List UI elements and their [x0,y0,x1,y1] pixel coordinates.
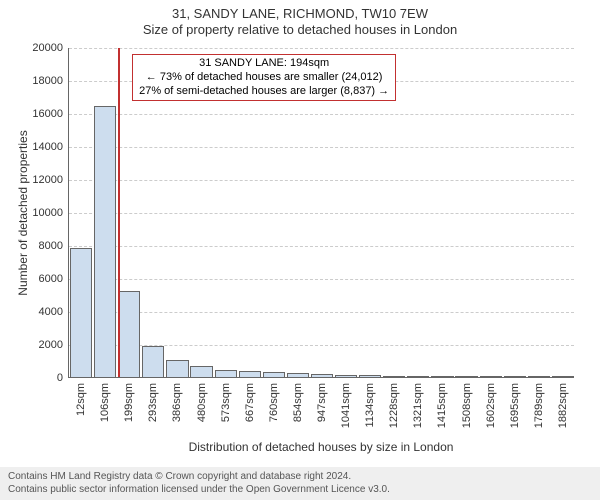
x-tick-label: 760sqm [268,383,280,422]
chart-title-line2: Size of property relative to detached ho… [0,22,600,38]
histogram-bar [431,376,453,377]
y-tick-label: 14000 [32,141,63,153]
x-tick-label: 293sqm [147,383,159,422]
x-tick-label: 854sqm [292,383,304,422]
footer-line2: Contains public sector information licen… [8,484,592,497]
x-tick-label: 199sqm [123,383,135,422]
x-tick-label: 667sqm [244,383,256,422]
histogram-bar [311,374,333,377]
x-tick-label: 12sqm [75,383,87,416]
histogram-bar [239,371,261,377]
gridline [69,48,574,49]
gridline [69,279,574,280]
y-tick-label: 6000 [39,273,63,285]
gridline [69,213,574,214]
histogram-bar [118,291,140,377]
x-tick-label: 1508sqm [461,383,473,428]
x-tick-label: 1415sqm [436,383,448,428]
histogram-bar [504,376,526,377]
histogram-bar [407,376,429,377]
x-tick-label: 947sqm [316,383,328,422]
y-tick-label: 12000 [32,174,63,186]
chart-title-line1: 31, SANDY LANE, RICHMOND, TW10 7EW [0,6,600,22]
x-axis-label: Distribution of detached houses by size … [68,440,574,454]
y-tick-label: 4000 [39,306,63,318]
annotation-line: 27% of semi-detached houses are larger (… [139,85,389,99]
histogram-bar [528,376,550,377]
histogram-bar [142,346,164,377]
annotation-line: ← 73% of detached houses are smaller (24… [139,71,389,85]
x-tick-label: 1882sqm [557,383,569,428]
histogram-bar [335,375,357,377]
x-tick-label: 1789sqm [533,383,545,428]
gridline [69,312,574,313]
x-tick-label: 386sqm [171,383,183,422]
histogram-bar [263,372,285,377]
histogram-bar [190,366,212,377]
histogram-bar [215,370,237,377]
histogram-bar [166,360,188,377]
y-axis-label: Number of detached properties [16,130,30,295]
x-tick-label: 1041sqm [340,383,352,428]
histogram-bar [70,248,92,377]
y-tick-label: 2000 [39,339,63,351]
y-tick-label: 20000 [32,42,63,54]
histogram-chart: 31, SANDY LANE, RICHMOND, TW10 7EW Size … [0,0,600,500]
histogram-bar [359,375,381,377]
histogram-bar [287,373,309,377]
histogram-bar [383,376,405,377]
gridline [69,147,574,148]
y-tick-label: 0 [57,372,63,384]
y-tick-label: 10000 [32,207,63,219]
annotation-box: 31 SANDY LANE: 194sqm← 73% of detached h… [132,54,396,101]
property-marker-line [118,48,120,377]
plot-area: 0200040006000800010000120001400016000180… [68,48,574,378]
x-tick-label: 573sqm [220,383,232,422]
x-tick-label: 1134sqm [364,383,376,427]
histogram-bar [455,376,477,377]
footer-line1: Contains HM Land Registry data © Crown c… [8,471,592,484]
x-tick-label: 106sqm [99,383,111,422]
x-tick-label: 1228sqm [388,383,400,428]
y-tick-label: 18000 [32,75,63,87]
y-tick-label: 16000 [32,108,63,120]
gridline [69,246,574,247]
x-tick-label: 480sqm [196,383,208,422]
x-tick-label: 1695sqm [509,383,521,428]
footer-attribution: Contains HM Land Registry data © Crown c… [0,467,600,500]
chart-title-block: 31, SANDY LANE, RICHMOND, TW10 7EW Size … [0,6,600,37]
y-tick-label: 8000 [39,240,63,252]
x-tick-label: 1602sqm [485,383,497,428]
x-tick-label: 1321sqm [412,383,424,428]
gridline [69,114,574,115]
histogram-bar [94,106,116,377]
annotation-line: 31 SANDY LANE: 194sqm [139,57,389,71]
histogram-bar [552,376,574,377]
histogram-bar [480,376,502,377]
gridline [69,180,574,181]
